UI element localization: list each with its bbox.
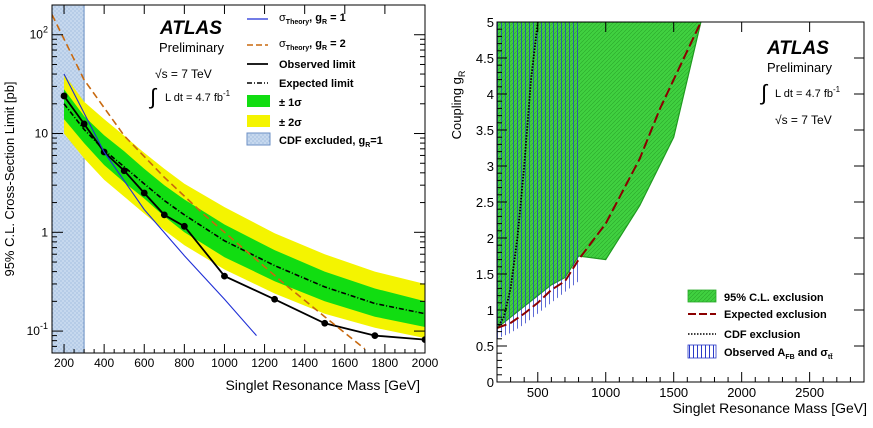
legend-swatch-exclusion [687,289,717,303]
legend-label-theory2: σTheory, gR = 2 [279,38,346,52]
right-y-tick-label: 2 [487,231,494,246]
legend-swatch-cdf [246,132,271,146]
left-x-tick-label: 800 [174,356,194,370]
right-lumi: L dt = 4.7 fb-1 [775,85,841,100]
band-2sigma [64,74,425,339]
series-theory2 [52,14,366,350]
right-atlas-label: ATLAS Preliminary ∫ L dt = 4.7 fb-1 √s =… [759,38,841,127]
legend-label-exclusion: 95% C.L. exclusion [724,292,824,304]
legend-label-afb: Observed AFB and σtt̄ [724,347,833,361]
observed-point [180,222,188,230]
legend-label-band2: ± 2σ [279,117,302,129]
left-lumi: L dt = 4.7 fb-1 [165,89,231,104]
legend-label-observed: Observed limit [279,59,356,71]
right-x-tick-label: 1500 [659,385,688,400]
left-x-tick-label: 1200 [251,356,278,370]
legend-label-cdf-excl: CDF exclusion [724,329,801,341]
observed-point [60,92,68,100]
right-y-tick-label: 3 [487,159,494,174]
left-x-tick-label: 2000 [412,356,439,370]
left-y-tick-label: 10-1 [27,321,48,338]
right-x-tick-label: 500 [527,385,549,400]
legend-swatch-band1 [247,95,270,107]
legend-swatch-afb [687,344,717,359]
observed-point [80,120,88,128]
right-y-tick-label: 2.5 [476,195,494,210]
observed-point [160,211,168,219]
left-sqrts: √s = 7 TeV [155,67,212,81]
left-y-tick-label: 10 [35,127,49,141]
left-x-tick-label: 600 [134,356,154,370]
series-cdf [497,22,539,329]
left-y-tick-label: 102 [30,25,48,42]
left-chart: 200 400 600 800 1000 1200 1400 1600 1800 200010-1… [2,4,439,393]
legend-label-cdf: CDF excluded, gR=1 [279,135,383,149]
right-chart: 500 1000 1500 2000 2500 0 0.5 1 1.5 2 2.5 3 3.5 4 4.5 5… [449,15,867,416]
observed-point [271,295,278,303]
left-atlas-sub: Preliminary [159,40,225,55]
left-plot-frame [51,4,426,354]
left-x-tick-label: 200 [54,356,74,370]
left-atlas-title: ATLAS [159,18,222,39]
right-y-tick-label: 4 [487,87,494,102]
observed-point [371,332,379,340]
right-y-tick-label: 5 [487,15,494,30]
observed-point [321,319,329,327]
right-y-tick-label: 0.5 [476,339,494,354]
series-theory1 [63,73,257,336]
left-x-tick-label: 1400 [291,356,318,370]
right-y-tick-label: 1.5 [476,267,494,282]
left-y-axis-label: 95% C.L. Cross-Section Limit [pb] [2,81,17,276]
legend-label-band1: ± 1σ [279,97,302,109]
left-lumi-integral: ∫ [148,84,158,109]
right-x-tick-label: 2000 [727,385,756,400]
left-x-tick-label: 1800 [372,356,399,370]
right-sqrts: √s = 7 TeV [775,113,832,127]
left-x-tick-label: 1000 [211,356,238,370]
left-legend: σTheory, gR = 1 σTheory, gR = 2 Observed… [246,12,383,149]
right-legend: 95% C.L. exclusion Expected exclusion CD… [687,289,833,361]
right-x-tick-label: 1000 [591,385,620,400]
legend-label-theory1: σTheory, gR = 1 [279,12,346,26]
legend-swatch-band2 [247,115,270,127]
right-lumi-integral: ∫ [759,80,769,105]
left-atlas-label: ATLAS Preliminary √s = 7 TeV ∫ L dt = 4.… [148,18,231,109]
series-expected [497,22,702,329]
observed-point [140,189,148,197]
band-1sigma [64,89,425,327]
right-y-axis-label: Coupling gR [449,70,467,139]
observed-point [221,272,228,280]
right-y-tick-label: 0 [487,375,494,390]
observed-point [421,336,425,343]
right-lumi-exp: -1 [833,85,841,94]
right-atlas-sub: Preliminary [767,60,833,75]
legend-label-expected-excl: Expected exclusion [724,309,827,321]
left-y-tick-label: 1 [41,225,48,239]
left-x-tick-label: 400 [94,356,114,370]
legend-label-expected: Expected limit [279,78,354,90]
right-y-tick-label: 3.5 [476,123,494,138]
left-x-axis-label: Singlet Resonance Mass [GeV] [225,377,420,393]
cdf-excluded-region [52,5,85,353]
right-x-axis-label: Singlet Resonance Mass [GeV] [672,400,867,416]
series-expected [63,103,425,315]
right-atlas-title: ATLAS [766,38,829,59]
right-y-tick-label: 1 [487,303,494,318]
right-x-tick-label: 2500 [795,385,824,400]
left-x-tick-label: 1600 [331,356,358,370]
right-y-tick-label: 4.5 [476,51,494,66]
afb-region [497,22,579,339]
left-lumi-exp: -1 [223,89,231,98]
